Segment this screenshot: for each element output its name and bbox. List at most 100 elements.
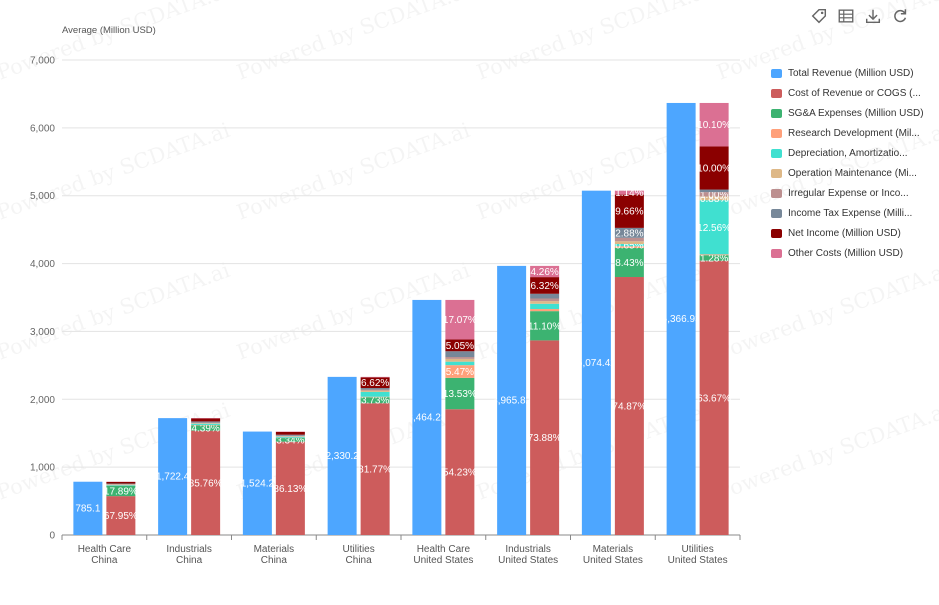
bar-segment[interactable] [360, 390, 390, 392]
bar-segment-label: 73.88% [528, 433, 562, 444]
watermark-text: Powered by SCDATA.ai [0, 258, 233, 365]
legend-item[interactable]: Operation Maintenance (Mi... [771, 163, 924, 183]
x-tick-label: United States [668, 555, 728, 566]
y-tick-label: 1,000 [30, 463, 55, 474]
bar-segment[interactable] [699, 196, 729, 201]
bar-segment[interactable] [699, 189, 729, 193]
bar-segment[interactable] [275, 436, 305, 438]
bar-segment-label: 8.43% [615, 258, 643, 269]
bar-segment-label: 5.47% [446, 367, 474, 378]
bar-segment[interactable] [445, 409, 475, 535]
bar-segment[interactable] [614, 194, 644, 228]
chart-toolbar [809, 6, 909, 25]
bar-total-revenue[interactable] [158, 418, 188, 535]
bar-segment-label: 1.14% [615, 188, 643, 199]
legend-item[interactable]: Depreciation, Amortizatio... [771, 143, 924, 163]
bar-segment[interactable] [530, 301, 560, 304]
bar-segment[interactable] [191, 418, 221, 422]
bar-segment[interactable] [360, 377, 390, 389]
bar-total-revenue[interactable] [497, 265, 527, 535]
y-tick-label: 2,000 [30, 395, 55, 406]
bar-segment[interactable] [530, 303, 560, 310]
legend-item[interactable]: Income Tax Expense (Milli... [771, 203, 924, 223]
bar-segment[interactable] [614, 247, 644, 278]
legend-item[interactable]: SG&A Expenses (Million USD) [771, 103, 924, 123]
bar-segment[interactable] [445, 361, 475, 366]
legend-item[interactable]: Other Costs (Million USD) [771, 243, 924, 263]
bar-segment[interactable] [191, 423, 221, 424]
bar-segment[interactable] [360, 397, 390, 404]
x-tick-label: Materials [593, 544, 634, 555]
bar-segment[interactable] [360, 388, 390, 390]
bar-segment[interactable] [530, 265, 560, 278]
bar-segment[interactable] [360, 391, 390, 397]
bar-segment[interactable] [275, 434, 305, 436]
bar-segment-label: 1.28% [700, 253, 728, 264]
bar-segment[interactable] [106, 485, 136, 497]
bar-segment[interactable] [191, 423, 221, 425]
bar-segment[interactable] [445, 358, 475, 362]
bar-segment[interactable] [699, 200, 729, 255]
bar-segment[interactable] [699, 192, 729, 197]
bar-segment[interactable] [106, 481, 136, 484]
bar-segment[interactable] [530, 298, 560, 302]
tag-icon[interactable] [809, 6, 828, 25]
bar-segment[interactable] [445, 365, 475, 378]
bar-segment[interactable] [445, 351, 475, 358]
bar-segment[interactable] [614, 190, 644, 195]
bar-segment[interactable] [191, 425, 221, 431]
bar-segment[interactable] [699, 255, 729, 261]
chart-legend: Total Revenue (Million USD) Cost of Reven… [771, 63, 924, 263]
x-tick-label: China [346, 555, 373, 566]
bar-segment[interactable] [614, 246, 644, 248]
bar-segment[interactable] [191, 421, 221, 423]
bar-segment[interactable] [699, 146, 729, 190]
bar-segment[interactable] [191, 430, 221, 535]
bar-segment-label: 4.39% [191, 423, 219, 434]
bar-segment[interactable] [360, 403, 390, 535]
legend-item[interactable]: Research Development (Mil... [771, 123, 924, 143]
bar-segment[interactable] [530, 311, 560, 341]
bar-segment-label: 74.87% [612, 402, 646, 413]
bar-segment[interactable] [106, 484, 136, 486]
bar-segment[interactable] [106, 483, 136, 485]
bar-total-revenue[interactable] [73, 481, 103, 535]
table-icon[interactable] [836, 6, 855, 25]
download-icon[interactable] [863, 6, 882, 25]
legend-item[interactable]: Cost of Revenue or COGS (... [771, 83, 924, 103]
legend-item[interactable]: Irregular Expense or Inco... [771, 183, 924, 203]
bar-segment[interactable] [445, 377, 475, 410]
bar-segment[interactable] [614, 277, 644, 535]
bar-segment[interactable] [614, 244, 644, 247]
bar-total-revenue[interactable] [581, 190, 611, 535]
bar-segment[interactable] [275, 438, 305, 442]
bar-segment[interactable] [530, 340, 560, 535]
bar-segment[interactable] [275, 441, 305, 535]
bar-segment[interactable] [360, 389, 390, 391]
y-tick-label: 3,000 [30, 327, 55, 338]
legend-label: SG&A Expenses (Million USD) [788, 107, 924, 119]
bar-total-revenue[interactable] [412, 299, 442, 535]
legend-item[interactable]: Total Revenue (Million USD) [771, 63, 924, 83]
watermark-text: Powered by SCDATA.ai [234, 0, 474, 85]
bar-total-revenue[interactable] [242, 431, 272, 535]
bar-segment[interactable] [530, 277, 560, 294]
bar-segment[interactable] [445, 357, 475, 359]
bar-segment[interactable] [106, 496, 136, 535]
bar-segment[interactable] [275, 436, 305, 437]
bar-segment[interactable] [699, 254, 729, 256]
bar-segment[interactable] [699, 102, 729, 147]
legend-item[interactable]: Net Income (Million USD) [771, 223, 924, 243]
bar-segment[interactable] [445, 299, 475, 340]
bar-total-revenue[interactable] [327, 376, 357, 535]
bar-segment[interactable] [275, 431, 305, 435]
bar-segment[interactable] [614, 237, 644, 242]
bar-segment[interactable] [530, 293, 560, 299]
bar-segment[interactable] [614, 241, 644, 245]
bar-segment[interactable] [614, 227, 644, 238]
bar-segment[interactable] [699, 260, 729, 535]
bar-total-revenue[interactable] [666, 102, 696, 536]
bar-segment[interactable] [530, 309, 560, 312]
refresh-icon[interactable] [890, 6, 909, 25]
bar-segment[interactable] [445, 339, 475, 352]
